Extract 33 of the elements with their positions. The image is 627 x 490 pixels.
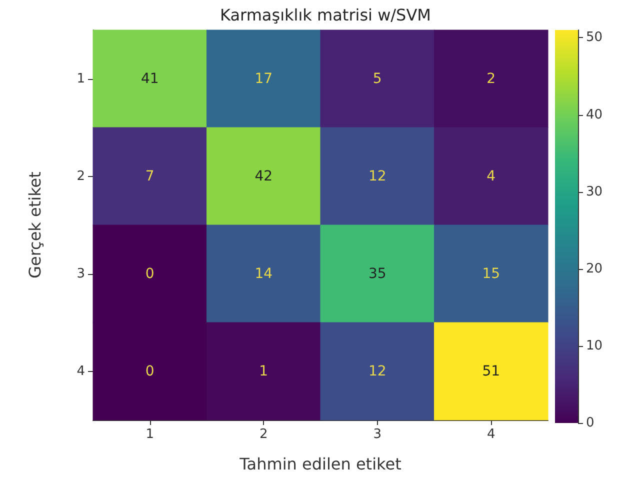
data-label: 41	[140, 70, 159, 87]
y-tick-label: 4	[76, 364, 85, 379]
color-bar-label: 10	[586, 338, 603, 354]
data-label: 14	[254, 266, 273, 282]
x-axis-title: Tahmin edilen etiket	[238, 454, 402, 474]
data-label: 0	[145, 363, 154, 380]
data-label: 17	[254, 70, 273, 87]
color-bar-label: 20	[586, 261, 603, 276]
data-label: 4	[486, 168, 496, 184]
color-bar-label: 50	[586, 30, 603, 46]
chart-title: Karmaşıklık matrisi w/SVM	[220, 6, 431, 24]
data-label: 42	[254, 168, 273, 184]
color-bar-label: 40	[586, 107, 603, 122]
data-label: 12	[368, 168, 386, 184]
data-label: 12	[368, 363, 386, 380]
data-label: 0	[145, 266, 154, 282]
data-label: 51	[482, 363, 500, 380]
y-axis-title: Gerçek etiket	[26, 172, 44, 278]
data-label: 7	[145, 168, 154, 184]
data-label: 5	[372, 70, 382, 87]
color-bar-label: 30	[586, 184, 603, 200]
color-bar-label: 0	[586, 416, 594, 430]
x-tick-label: 1	[146, 427, 154, 442]
data-label: 35	[368, 266, 386, 282]
y-tick-label: 2	[76, 168, 85, 184]
y-tick-label: 1	[76, 71, 85, 86]
y-tick-label: 3	[76, 266, 85, 282]
data-label: 2	[486, 70, 496, 87]
data-label: 1	[259, 363, 268, 380]
x-tick-label: 2	[259, 427, 268, 442]
data-label: 15	[482, 266, 500, 282]
x-tick-label: 4	[486, 427, 496, 442]
x-tick-label: 3	[373, 427, 382, 442]
